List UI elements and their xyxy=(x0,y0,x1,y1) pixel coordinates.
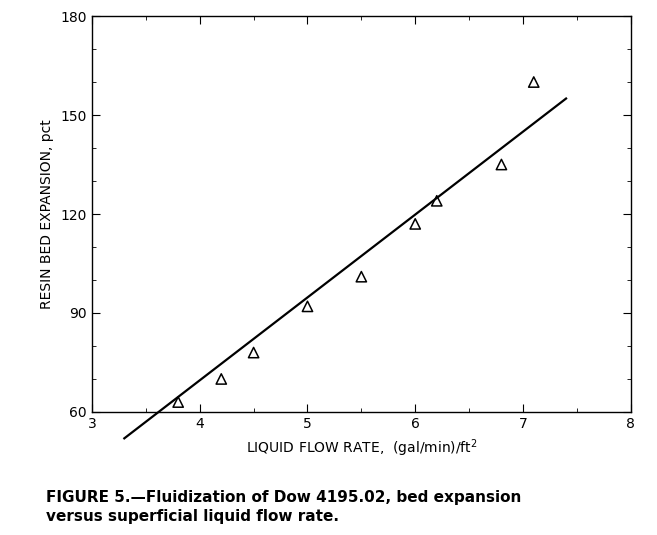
Point xyxy=(432,196,442,205)
Point xyxy=(528,78,539,86)
Point xyxy=(496,160,507,169)
Y-axis label: RESIN BED EXPANSION, pct: RESIN BED EXPANSION, pct xyxy=(39,119,54,309)
Text: FIGURE 5.—Fluidization of Dow 4195.02, bed expansion
versus superficial liquid f: FIGURE 5.—Fluidization of Dow 4195.02, b… xyxy=(46,490,522,524)
Point xyxy=(302,302,313,311)
Point xyxy=(248,348,259,357)
Point xyxy=(173,398,183,407)
X-axis label: LIQUID FLOW RATE,  (gal/min)/ft$^2$: LIQUID FLOW RATE, (gal/min)/ft$^2$ xyxy=(246,438,477,460)
Point xyxy=(216,374,227,383)
Point xyxy=(410,220,420,228)
Point xyxy=(356,272,367,281)
